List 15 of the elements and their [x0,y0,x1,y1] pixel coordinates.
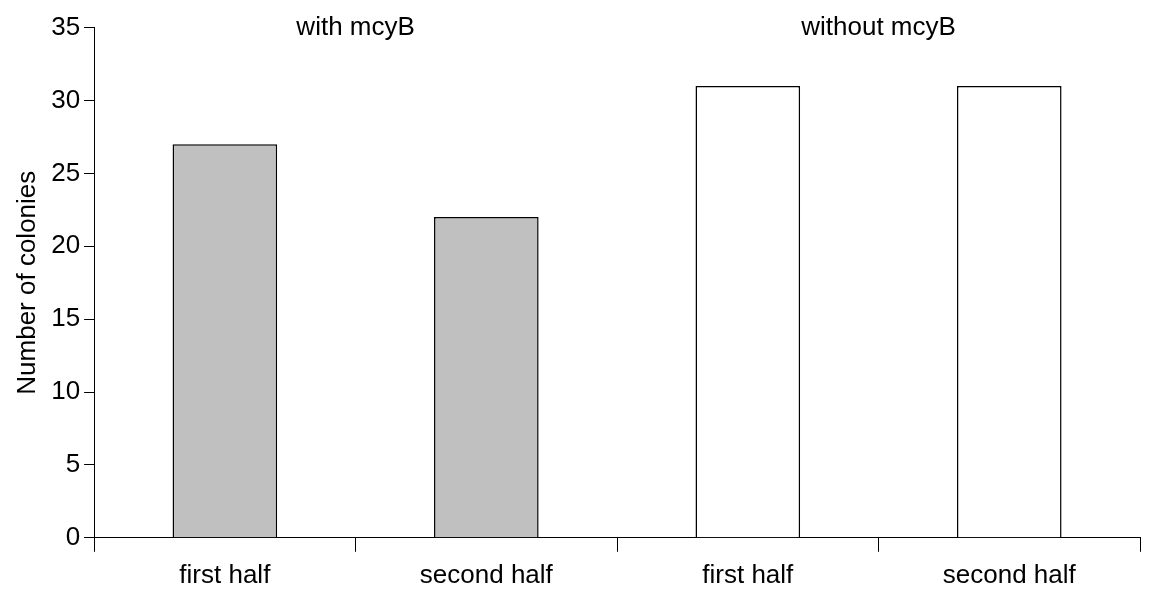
y-tick-label: 25 [51,156,81,187]
y-tick-label: 5 [65,448,81,479]
annotation: without mcyB [800,10,956,41]
y-tick-label: 10 [51,375,81,406]
x-tick-label: first half [702,558,795,589]
y-axis-title: Number of colonies [10,170,41,395]
x-tick-label: second half [942,558,1077,589]
annotation: with mcyB [295,10,415,41]
y-tick-label: 30 [51,83,81,114]
x-tick-label: first half [179,558,272,589]
y-tick-label: 15 [51,302,81,333]
y-tick-label: 20 [51,229,81,260]
y-tick-label: 0 [65,520,81,551]
x-tick-label: second half [419,558,554,589]
y-tick-label: 35 [51,10,81,41]
